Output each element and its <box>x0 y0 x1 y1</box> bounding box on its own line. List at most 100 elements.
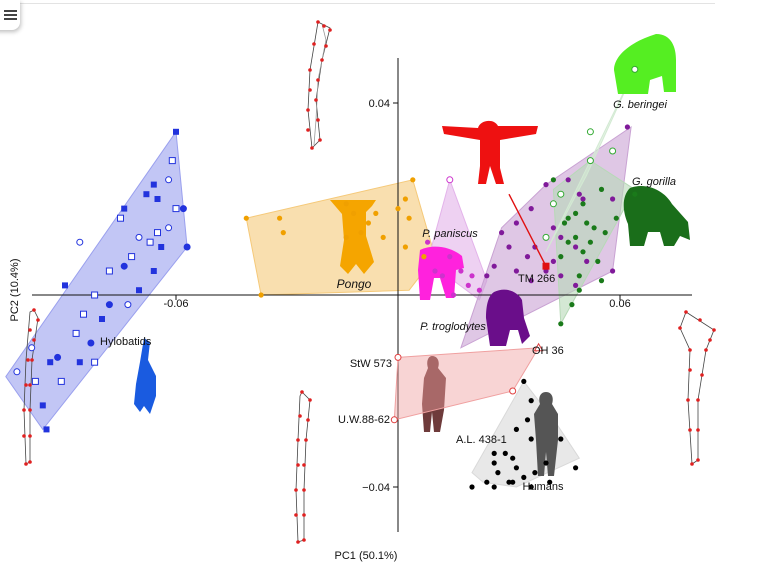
point-humans <box>532 470 538 476</box>
limb-landmark-dot <box>322 24 326 28</box>
limb-landmark-dot <box>316 118 320 122</box>
limb-landmark-dot <box>678 326 682 330</box>
point-p-paniscus <box>446 176 454 184</box>
point-p-troglodytes <box>491 263 497 269</box>
limb-outline-right <box>679 311 715 465</box>
point-humans <box>495 470 501 476</box>
point-g-gorilla <box>584 220 590 226</box>
point-pongo <box>358 230 364 236</box>
point-p-paniscus <box>458 268 464 274</box>
point-pongo <box>410 177 416 183</box>
point-p-paniscus <box>469 273 475 279</box>
point-humans <box>528 436 534 442</box>
label-g-gorilla: G. gorilla <box>632 176 676 188</box>
limb-landmark-dot <box>698 318 702 322</box>
fossil-point <box>509 387 517 395</box>
chimpanzee-troglodytes-silhouette <box>486 289 530 346</box>
point-hylobatids <box>62 282 68 289</box>
y-tick-label: 0.04 <box>369 98 390 110</box>
point-g-gorilla <box>591 225 597 231</box>
point-g-gorilla <box>580 201 586 207</box>
limb-landmark-dot <box>328 28 332 32</box>
hamburger-menu-icon <box>3 8 17 22</box>
point-p-paniscus <box>465 282 471 288</box>
point-humans <box>528 484 534 490</box>
point-g-beringei <box>586 128 594 136</box>
limb-landmark-dot <box>26 358 30 362</box>
limb-landmark-dot <box>302 538 306 542</box>
limb-landmark-dot <box>304 438 308 442</box>
point-pongo <box>402 244 408 250</box>
gorilla-beringei-silhouette <box>614 34 676 94</box>
point-p-troglodytes <box>576 191 582 197</box>
point-hylobatids <box>87 339 95 347</box>
point-g-beringei <box>586 157 594 165</box>
point-humans <box>491 484 497 490</box>
point-hylobatids <box>183 243 191 251</box>
point-g-gorilla <box>602 230 608 236</box>
limb-landmark-dot <box>294 488 298 492</box>
tm266-line <box>508 193 547 267</box>
point-p-troglodytes <box>573 282 579 288</box>
point-hylobatids <box>57 377 65 385</box>
point-p-paniscus <box>425 239 431 245</box>
point-hylobatids <box>120 262 128 270</box>
label-uw-88-62: U.W.88-62 <box>338 414 390 426</box>
point-p-paniscus <box>476 287 482 293</box>
limb-landmark-dot <box>316 20 320 24</box>
limb-landmarks <box>22 20 716 544</box>
point-hylobatids <box>47 359 54 366</box>
point-g-gorilla <box>565 215 571 221</box>
point-hylobatids <box>117 214 124 222</box>
point-hylobatids <box>13 368 21 376</box>
point-g-beringei <box>557 190 565 198</box>
menu-button[interactable] <box>0 0 20 30</box>
point-humans <box>543 460 549 466</box>
limb-landmark-dot <box>308 398 312 402</box>
limb-landmark-dot <box>686 398 690 402</box>
limb-landmark-dot <box>296 438 300 442</box>
point-hylobatids <box>105 267 113 275</box>
point-hylobatids <box>91 358 99 366</box>
x-tick-label: -0.06 <box>163 298 188 310</box>
y-tick-label: −0.04 <box>362 482 390 494</box>
point-g-gorilla <box>573 210 579 216</box>
point-humans <box>506 479 512 485</box>
point-hylobatids <box>165 176 173 184</box>
point-g-gorilla <box>580 249 586 255</box>
point-hylobatids <box>54 353 62 361</box>
point-hylobatids <box>165 224 173 232</box>
limb-landmark-dot <box>704 348 708 352</box>
point-g-gorilla <box>550 177 557 183</box>
orangutan-pongo-silhouette <box>330 200 376 274</box>
point-humans <box>558 436 564 442</box>
fossil-point <box>394 353 402 361</box>
point-humans <box>547 479 553 485</box>
point-hylobatids <box>28 344 36 352</box>
limb-landmark-dot <box>28 434 32 438</box>
y-axis-title: PC2 (10.4%) <box>9 259 21 322</box>
limb-landmark-dot <box>688 428 692 432</box>
point-hylobatids <box>154 229 161 237</box>
limb-landmark-dot <box>300 390 304 394</box>
point-pongo <box>373 210 379 216</box>
limb-landmark-dot <box>306 128 310 132</box>
point-pongo <box>243 215 249 221</box>
point-g-gorilla <box>573 234 579 240</box>
limb-outline-top <box>307 21 331 149</box>
label-p-paniscus: P. paniscus <box>422 228 478 240</box>
limb-landmark-dot <box>700 373 704 377</box>
limb-landmark-dot <box>696 398 700 402</box>
point-p-troglodytes <box>524 254 531 260</box>
limb-landmark-dot <box>684 310 688 314</box>
point-hylobatids <box>76 359 83 366</box>
point-p-troglodytes <box>565 177 571 183</box>
point-hylobatids <box>39 402 46 409</box>
limb-landmark-dot <box>306 418 310 422</box>
point-pongo <box>277 215 283 221</box>
limb-landmark-dot <box>28 328 32 332</box>
point-hylobatids <box>31 377 39 385</box>
label-stw-573: StW 573 <box>350 358 392 370</box>
x-tick-label: 0.06 <box>609 298 630 310</box>
point-hylobatids <box>146 238 154 246</box>
